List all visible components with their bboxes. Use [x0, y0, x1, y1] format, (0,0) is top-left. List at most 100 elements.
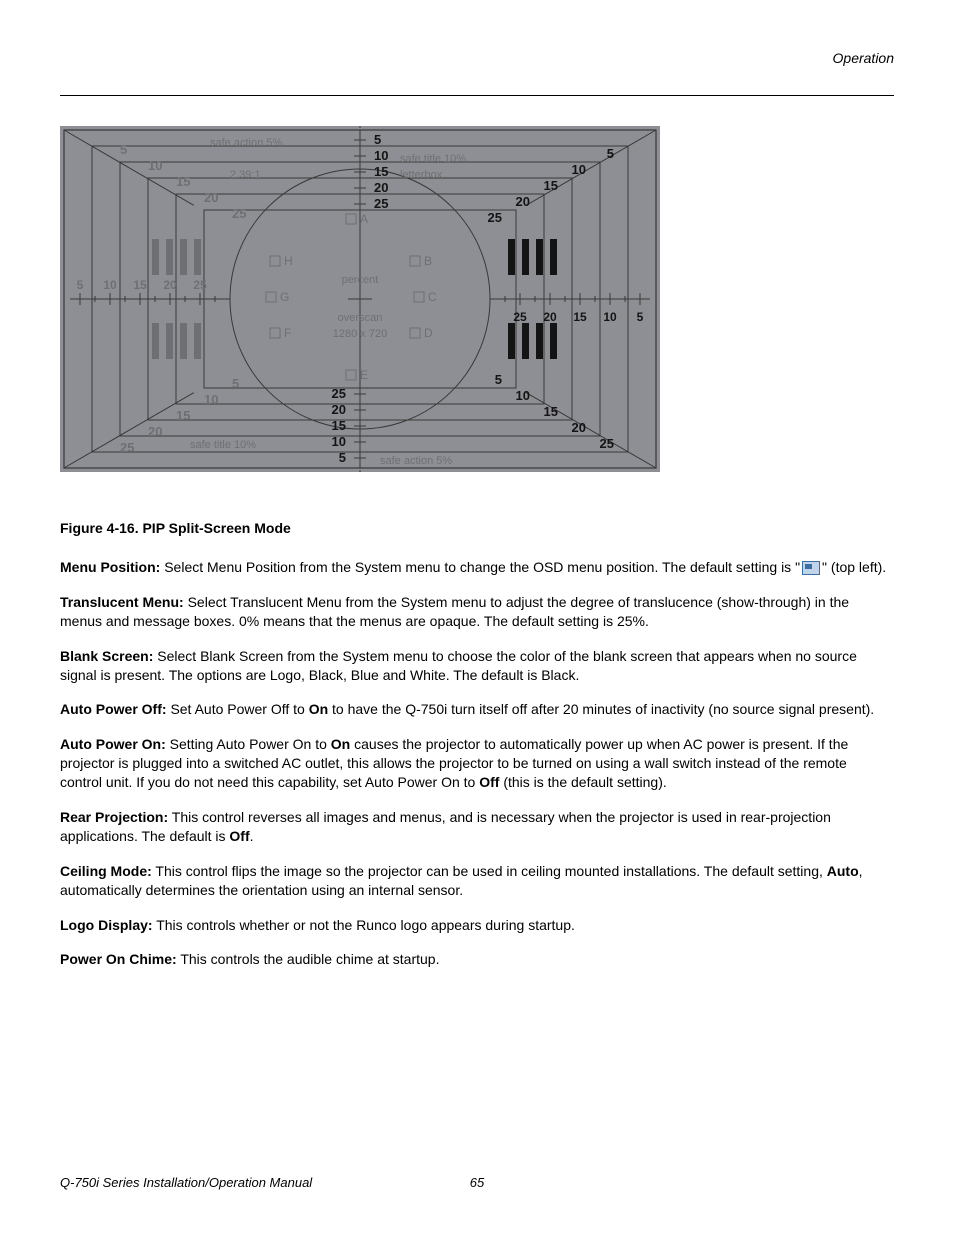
svg-text:20: 20	[572, 420, 586, 435]
svg-text:10: 10	[603, 310, 617, 324]
svg-text:15: 15	[544, 404, 558, 419]
svg-text:5: 5	[232, 376, 239, 391]
pip-figure: 5101520255101520255101520255101520252520…	[60, 126, 660, 475]
svg-text:20: 20	[374, 180, 388, 195]
off-word: Off	[479, 774, 499, 790]
label-ceiling: Ceiling Mode:	[60, 863, 152, 879]
header-section: Operation	[833, 50, 894, 66]
svg-text:15: 15	[374, 164, 388, 179]
svg-text:15: 15	[332, 418, 346, 433]
svg-text:25: 25	[120, 440, 134, 455]
svg-text:5: 5	[374, 132, 381, 147]
label-translucent: Translucent Menu:	[60, 594, 184, 610]
svg-text:25: 25	[193, 278, 207, 292]
text: Setting Auto Power On to	[170, 736, 331, 752]
svg-text:H: H	[284, 254, 293, 268]
text: (this is the default setting).	[499, 774, 666, 790]
svg-text:safe action 5%: safe action 5%	[380, 455, 452, 467]
para-blank-screen: Blank Screen: Select Blank Screen from t…	[60, 647, 890, 685]
svg-text:10: 10	[148, 158, 162, 173]
overscan-diagram: 5101520255101520255101520255101520252520…	[60, 126, 660, 472]
svg-text:5: 5	[637, 310, 644, 324]
label-blank-screen: Blank Screen:	[60, 648, 153, 664]
label-chime: Power On Chime:	[60, 951, 177, 967]
svg-text:safe title 10%: safe title 10%	[400, 153, 466, 165]
label-auto-power-on: Auto Power On:	[60, 736, 166, 752]
svg-text:20: 20	[332, 402, 346, 417]
on-word: On	[309, 701, 328, 717]
svg-text:G: G	[280, 290, 289, 304]
para-ceiling: Ceiling Mode: This control flips the ima…	[60, 862, 890, 900]
text: This control flips the image so the proj…	[155, 863, 826, 879]
svg-text:5: 5	[120, 142, 127, 157]
text: .	[250, 828, 254, 844]
auto-word: Auto	[827, 863, 859, 879]
para-logo: Logo Display: This controls whether or n…	[60, 916, 890, 935]
label-logo: Logo Display:	[60, 917, 153, 933]
svg-text:safe title 10%: safe title 10%	[190, 439, 256, 451]
text: This control reverses all images and men…	[60, 809, 831, 844]
svg-text:E: E	[360, 368, 368, 382]
para-auto-power-off: Auto Power Off: Set Auto Power Off to On…	[60, 700, 890, 719]
svg-text:10: 10	[204, 392, 218, 407]
svg-text:25: 25	[488, 210, 502, 225]
figure-caption: Figure 4-16. PIP Split-Screen Mode	[60, 520, 894, 536]
svg-text:5: 5	[495, 372, 502, 387]
svg-text:5: 5	[607, 146, 614, 161]
text: Set Auto Power Off to	[170, 701, 308, 717]
footer-page: 65	[470, 1175, 484, 1190]
label-auto-power-off: Auto Power Off:	[60, 701, 167, 717]
label-menu-position: Menu Position:	[60, 559, 160, 575]
svg-text:20: 20	[204, 190, 218, 205]
footer-title: Q-750i Series Installation/Operation Man…	[60, 1175, 312, 1190]
para-auto-power-on: Auto Power On: Setting Auto Power On to …	[60, 735, 890, 792]
svg-text:10: 10	[572, 162, 586, 177]
text: This controls whether or not the Runco l…	[156, 917, 575, 933]
text: This controls the audible chime at start…	[180, 951, 439, 967]
svg-text:10: 10	[374, 148, 388, 163]
text: Select Menu Position from the System men…	[164, 559, 800, 575]
on-word: On	[331, 736, 350, 752]
svg-text:B: B	[424, 254, 432, 268]
svg-text:15: 15	[573, 310, 587, 324]
svg-text:5: 5	[339, 450, 346, 465]
svg-text:safe action 5%: safe action 5%	[210, 137, 282, 149]
svg-text:20: 20	[163, 278, 177, 292]
svg-text:20: 20	[543, 310, 557, 324]
svg-text:25: 25	[232, 206, 246, 221]
svg-text:2.39:1: 2.39:1	[230, 169, 261, 181]
text: " (top left).	[822, 559, 886, 575]
svg-text:10: 10	[332, 434, 346, 449]
footer: Q-750i Series Installation/Operation Man…	[60, 1175, 894, 1190]
para-rear-projection: Rear Projection: This control reverses a…	[60, 808, 890, 846]
svg-text:20: 20	[148, 424, 162, 439]
text: Select Blank Screen from the System menu…	[60, 648, 857, 683]
svg-text:D: D	[424, 326, 433, 340]
svg-text:1280 x 720: 1280 x 720	[333, 328, 387, 340]
svg-text:overscan: overscan	[338, 312, 383, 324]
svg-text:10: 10	[516, 388, 530, 403]
svg-text:15: 15	[176, 408, 190, 423]
para-translucent: Translucent Menu: Select Translucent Men…	[60, 593, 890, 631]
svg-text:25: 25	[600, 436, 614, 451]
svg-text:10: 10	[103, 278, 117, 292]
svg-text:F: F	[284, 326, 291, 340]
svg-text:A: A	[360, 212, 368, 226]
para-chime: Power On Chime: This controls the audibl…	[60, 950, 890, 969]
svg-text:15: 15	[544, 178, 558, 193]
svg-text:25: 25	[332, 386, 346, 401]
svg-text:C: C	[428, 290, 437, 304]
topleft-icon	[802, 561, 820, 575]
svg-text:25: 25	[374, 196, 388, 211]
header-rule	[60, 95, 894, 96]
svg-text:15: 15	[176, 174, 190, 189]
svg-text:percent: percent	[342, 274, 379, 286]
body-text: Menu Position: Select Menu Position from…	[60, 558, 894, 969]
svg-text:15: 15	[133, 278, 147, 292]
off-word: Off	[229, 828, 249, 844]
svg-text:5: 5	[77, 278, 84, 292]
svg-text:25: 25	[513, 310, 527, 324]
svg-text:letterbox: letterbox	[400, 169, 443, 181]
label-rear-projection: Rear Projection:	[60, 809, 168, 825]
text: to have the Q-750i turn itself off after…	[328, 701, 874, 717]
